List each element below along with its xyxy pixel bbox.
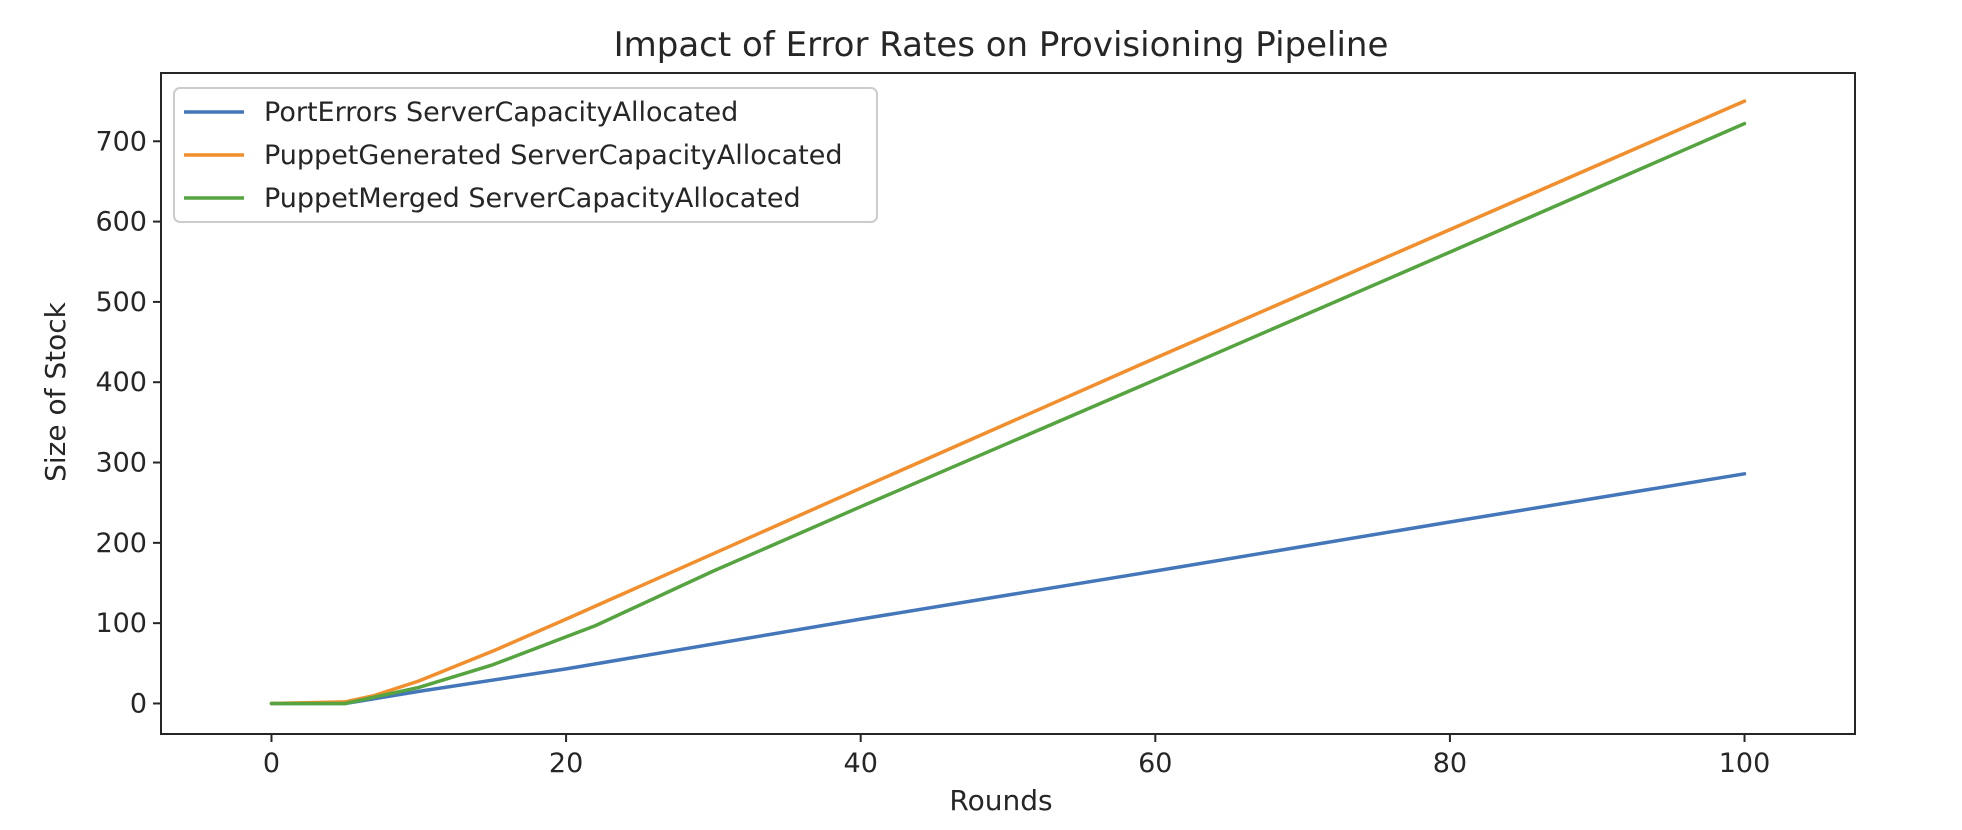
y-tick-label: 300 [95,448,147,479]
legend: PortErrors ServerCapacityAllocated Puppet… [173,87,878,223]
x-tick-label: 0 [263,748,280,779]
y-tick-label: 700 [95,126,147,157]
x-axis-ticks: 0 20 40 60 80 100 [263,734,1770,779]
legend-entry-2: PuppetGenerated ServerCapacityAllocated [264,140,842,171]
legend-entry-3: PuppetMerged ServerCapacityAllocated [264,183,801,214]
y-axis-label: Size of Stock [39,301,72,482]
legend-entry-1: PortErrors ServerCapacityAllocated [264,97,738,128]
series-layer [269,99,1747,706]
x-tick-label: 80 [1433,748,1467,779]
x-axis-label: Rounds [949,784,1052,817]
y-axis-ticks: 0 100 200 300 400 500 600 700 [95,126,161,719]
x-tick-label: 40 [844,748,878,779]
y-tick-label: 0 [130,688,147,719]
x-tick-label: 60 [1138,748,1172,779]
legend-items: PortErrors ServerCapacityAllocated Puppet… [184,97,842,214]
series-line-3 [269,121,1747,706]
plot-area: 0 20 40 60 80 100 0 100 200 300 400 500 600 700 [95,72,1856,779]
y-tick-label: 600 [95,207,147,238]
chart-title: Impact of Error Rates on Provisioning Pi… [614,25,1389,65]
series-line-1 [269,472,1747,706]
x-tick-label: 20 [549,748,583,779]
y-tick-label: 100 [95,608,147,639]
plot-frame [160,72,1856,735]
legend-box [173,87,878,223]
y-tick-label: 500 [95,287,147,318]
y-tick-label: 400 [95,367,147,398]
y-tick-label: 200 [95,528,147,559]
x-tick-label: 100 [1719,748,1771,779]
